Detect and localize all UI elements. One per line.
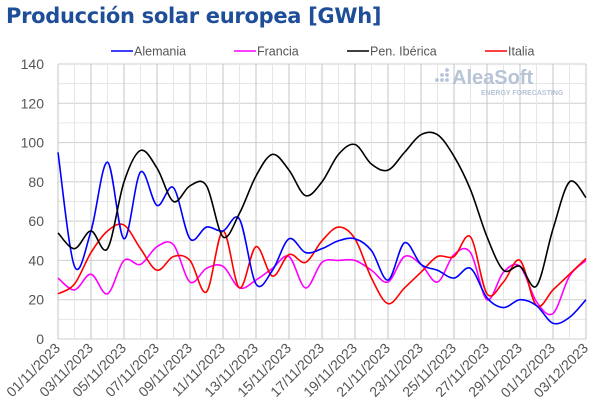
y-tick-label: 80 bbox=[28, 174, 44, 190]
series-line-italia bbox=[57, 223, 587, 308]
grid bbox=[57, 63, 587, 340]
y-axis-ticks: 0 20 40 60 80 100 120 140 bbox=[21, 56, 45, 347]
series-lines bbox=[57, 131, 587, 325]
series-line-pen-ib-rica bbox=[57, 131, 587, 288]
legend-item-alemania: Alemania bbox=[111, 45, 186, 59]
legend-label: Alemania bbox=[134, 45, 186, 59]
y-tick-label: 140 bbox=[21, 56, 45, 72]
watermark-tagline: ENERGY FORECASTING bbox=[481, 90, 564, 97]
logo-dot bbox=[445, 73, 449, 77]
y-tick-label: 100 bbox=[21, 135, 45, 151]
legend-item-italia: Italia bbox=[485, 45, 534, 59]
watermark-name: AleaSoft bbox=[452, 67, 533, 89]
legend-label: Italia bbox=[508, 45, 534, 59]
chart-title: Producción solar europea [GWh] bbox=[6, 4, 382, 28]
legend-label: Pen. Ibérica bbox=[370, 45, 437, 59]
logo-dot bbox=[440, 78, 444, 82]
y-tick-label: 60 bbox=[28, 213, 44, 229]
logo-dot bbox=[445, 68, 449, 72]
legend: Alemania Francia Pen. Ibérica Italia bbox=[111, 45, 534, 59]
y-tick-label: 0 bbox=[36, 331, 44, 347]
series-line-alemania bbox=[57, 152, 587, 325]
logo-dot bbox=[440, 73, 444, 77]
y-tick-label: 120 bbox=[21, 95, 45, 111]
legend-label: Francia bbox=[257, 45, 299, 59]
x-axis-ticks: 01/11/202303/11/202305/11/202307/11/2023… bbox=[3, 340, 591, 401]
y-tick-label: 40 bbox=[28, 252, 44, 268]
logo-dot bbox=[435, 78, 439, 82]
legend-item-pen-ib-rica: Pen. Ibérica bbox=[347, 45, 437, 59]
logo-dot bbox=[445, 78, 449, 82]
legend-item-francia: Francia bbox=[234, 45, 299, 59]
y-tick-label: 20 bbox=[28, 292, 44, 308]
